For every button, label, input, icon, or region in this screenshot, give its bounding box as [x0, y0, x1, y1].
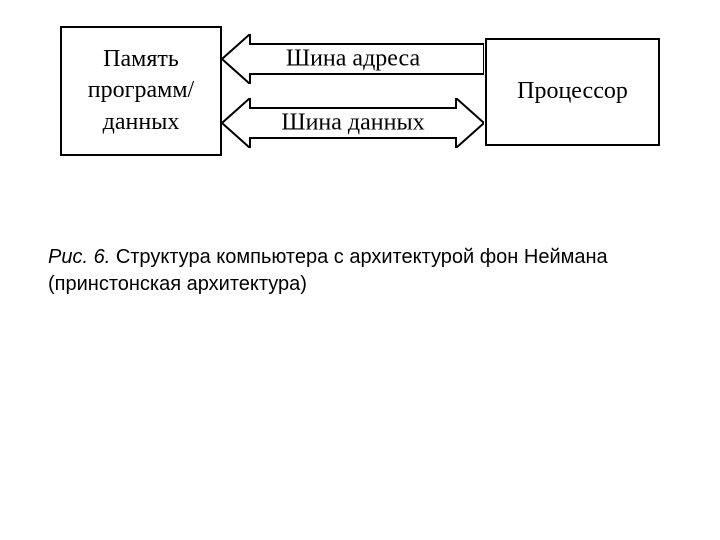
memory-box-line2: программ/ — [88, 77, 194, 103]
arrow-left-icon — [222, 34, 484, 84]
von-neumann-diagram: Память программ/ данных Процессор Шина а… — [60, 26, 660, 186]
processor-box: Процессор — [485, 38, 660, 146]
address-bus-arrow: Шина адреса — [222, 34, 484, 84]
figure-number: Рис. 6. — [48, 246, 110, 268]
figure-caption: Рис. 6. Структура компьютера с архитекту… — [48, 244, 668, 298]
processor-box-label: Процессор — [517, 76, 628, 107]
data-bus-arrow: Шина данных — [222, 98, 484, 148]
memory-box-line1: Память — [103, 46, 179, 72]
caption-text-1: Структура компьютера с архитектурой фон … — [110, 246, 607, 268]
memory-box-line3: данных — [103, 109, 180, 135]
arrow-double-icon — [222, 98, 484, 148]
caption-text-2: (принстонская архитектура) — [48, 273, 307, 295]
memory-box: Память программ/ данных — [60, 26, 222, 156]
